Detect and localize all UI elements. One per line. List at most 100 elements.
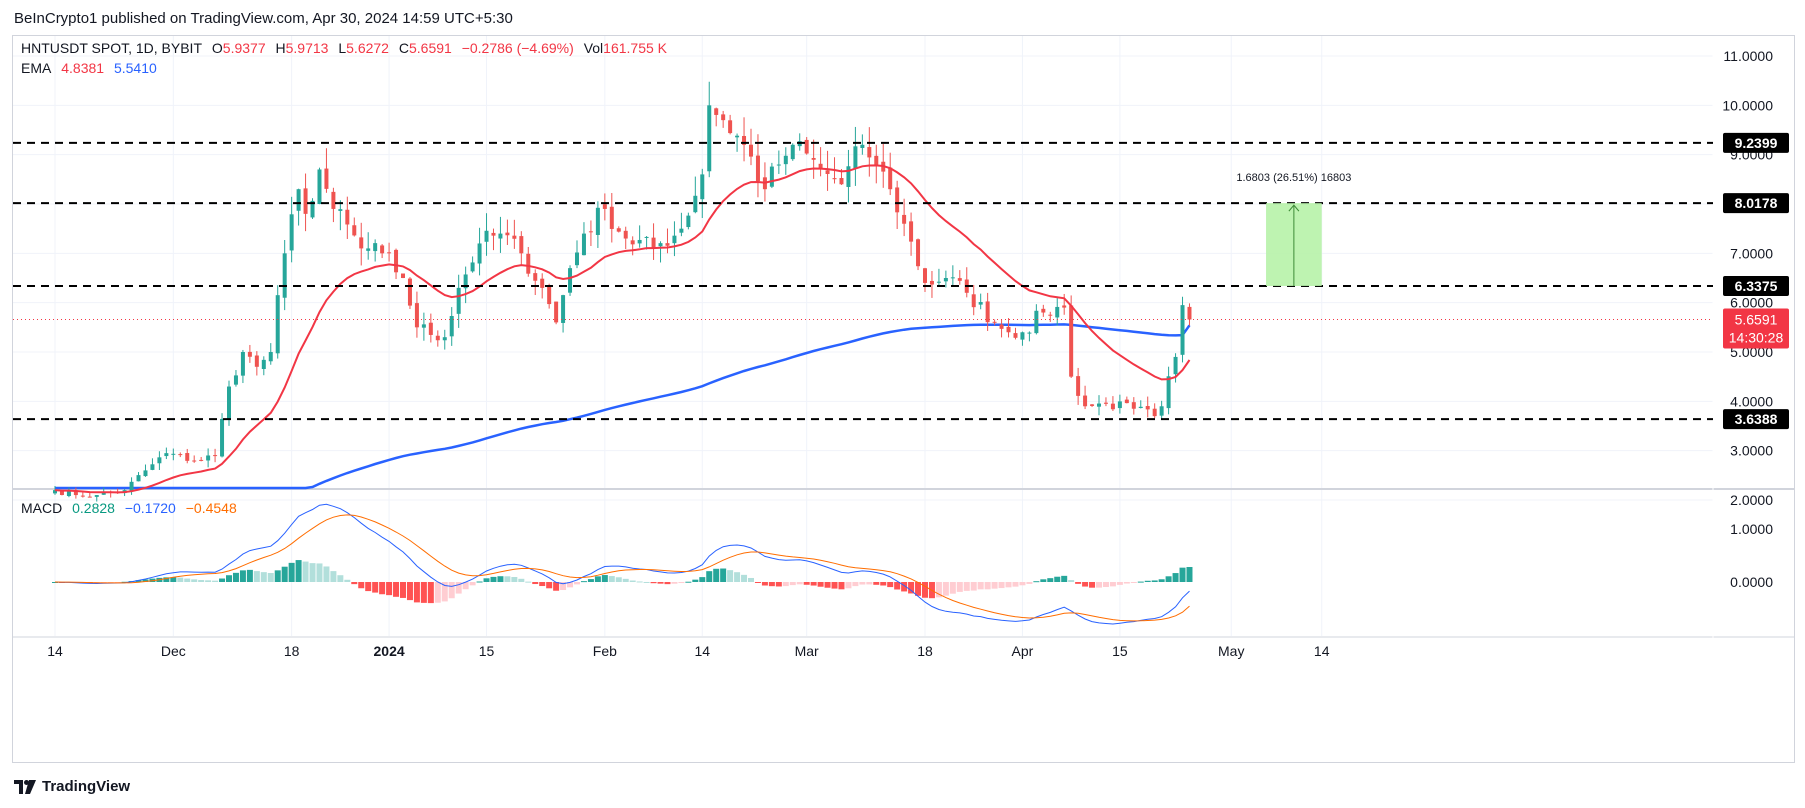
- candle-body: [867, 147, 872, 158]
- measure-arrowhead: [1288, 204, 1300, 212]
- macd-hist-bar: [685, 581, 692, 583]
- macd-hist-bar: [859, 582, 866, 585]
- time-axis[interactable]: 14 Dec 18 2024 15 Feb 14 Mar 18 Apr 15 May 14: [47, 643, 1330, 659]
- candle-body: [888, 167, 893, 190]
- last-price-label: 5.6591: [1735, 311, 1778, 327]
- macd-hist-bar: [1172, 573, 1179, 582]
- candle-body: [1159, 406, 1164, 416]
- price-tick-label: 4.0000: [1730, 393, 1773, 409]
- candle-body: [66, 490, 71, 497]
- macd-hist-bar: [504, 576, 511, 582]
- candle-body: [73, 490, 78, 496]
- macd-hist-bar: [768, 582, 775, 587]
- time-tick-label: 15: [1112, 643, 1128, 659]
- macd-hist-bar: [358, 582, 365, 589]
- level-tag: [1723, 276, 1789, 297]
- candle-body: [895, 187, 900, 213]
- macd-hist-bar: [420, 582, 427, 603]
- measure-tool[interactable]: 1.6803 (26.51%) 16803: [1236, 172, 1351, 287]
- countdown-label: 14:30:28: [1729, 329, 1784, 345]
- candle-body: [957, 278, 962, 281]
- candle-body: [136, 475, 141, 482]
- open-label: O: [211, 40, 223, 56]
- candle-body: [985, 301, 990, 323]
- candle-body: [1020, 332, 1025, 340]
- ema-legend: EMA 4.8381 5.5410: [21, 60, 163, 76]
- candle-body: [790, 144, 795, 160]
- candle-body: [414, 303, 419, 328]
- candle-body: [1034, 310, 1039, 334]
- candle-body: [978, 302, 983, 305]
- candle-body: [289, 214, 294, 251]
- high-label: H: [275, 40, 286, 56]
- price-tick-label: 6.0000: [1730, 295, 1773, 311]
- candle-body: [1076, 376, 1081, 396]
- macd-hist-bar: [845, 582, 852, 589]
- candle-body: [373, 243, 378, 252]
- candle-body: [338, 209, 343, 211]
- macd-hist-bar: [643, 581, 650, 583]
- macd-hist-bar: [608, 576, 615, 582]
- macd-hist-bar: [901, 582, 908, 592]
- candle-body: [860, 144, 865, 148]
- macd-hist-bar: [476, 581, 483, 583]
- candle-body: [721, 114, 726, 121]
- macd-hist-bar: [518, 578, 525, 582]
- candle-body: [359, 237, 364, 249]
- candle-body: [59, 491, 64, 495]
- macd-hist-bar: [212, 580, 219, 582]
- time-tick-label: 14: [47, 643, 63, 659]
- candle-body: [547, 285, 552, 305]
- symbol-name[interactable]: HNTUSDT SPOT, 1D, BYBIT: [21, 40, 202, 56]
- price-axis[interactable]: 11.000010.00009.00008.00007.00006.00005.…: [1722, 48, 1789, 590]
- macd-hist-bar: [587, 579, 594, 582]
- macd-hist-bar: [880, 582, 887, 586]
- macd-hist-bar: [970, 582, 977, 591]
- candle-body: [679, 228, 684, 233]
- macd-hist-bar: [1186, 567, 1193, 582]
- candle-body: [665, 243, 670, 246]
- macd-hist-bar: [824, 582, 831, 588]
- candle-body: [568, 268, 573, 293]
- ema-label[interactable]: EMA: [21, 60, 52, 76]
- candle-body: [87, 496, 92, 498]
- tradingview-footer[interactable]: TradingView: [14, 778, 130, 795]
- price-chart[interactable]: 1.6803 (26.51%) 16803 11.000010.00009.00…: [13, 36, 1794, 762]
- symbol-legend: HNTUSDT SPOT, 1D, BYBIT O5.9377 H5.9713 …: [21, 40, 673, 56]
- candle-body: [331, 191, 336, 209]
- change-value: −0.2786 (−4.69%): [461, 40, 574, 56]
- macd-label[interactable]: MACD: [21, 500, 63, 516]
- candle-body: [1187, 306, 1192, 320]
- candle-body: [742, 135, 747, 145]
- candle-body: [1145, 406, 1150, 410]
- macd-tick-label: 1.0000: [1730, 521, 1773, 537]
- measure-label: 1.6803 (26.51%) 16803: [1236, 172, 1351, 184]
- macd-hist-bar: [601, 575, 608, 582]
- candle-body: [623, 230, 628, 239]
- macd-hist-bar: [455, 582, 462, 594]
- close-label: C: [398, 40, 409, 56]
- macd-hist-bar: [963, 582, 970, 591]
- candle-body: [630, 240, 635, 245]
- macd-hist-bar: [761, 582, 768, 586]
- candle-body: [540, 278, 545, 288]
- candle-body: [407, 278, 412, 306]
- macd-hist-bar: [1040, 579, 1047, 582]
- macd-hist-bar: [671, 582, 678, 584]
- price-tick-label: 7.0000: [1730, 245, 1773, 261]
- candle-body: [644, 236, 649, 238]
- candle-body: [303, 188, 308, 214]
- macd-hist-bar: [448, 582, 455, 599]
- macd-hist-bar: [427, 582, 434, 604]
- macd-hist-bar: [984, 582, 991, 590]
- macd-hist-bar: [309, 563, 316, 582]
- candle-body: [519, 236, 524, 254]
- candle-body: [498, 233, 503, 239]
- candle-body: [477, 243, 482, 264]
- macd-hist-bar: [351, 582, 358, 585]
- macd-hist-bar: [754, 582, 761, 583]
- macd-hist-bar: [469, 582, 476, 586]
- ema-long-value: 5.5410: [113, 60, 157, 76]
- low-label: L: [338, 40, 347, 56]
- macd-hist-bar: [1116, 582, 1123, 585]
